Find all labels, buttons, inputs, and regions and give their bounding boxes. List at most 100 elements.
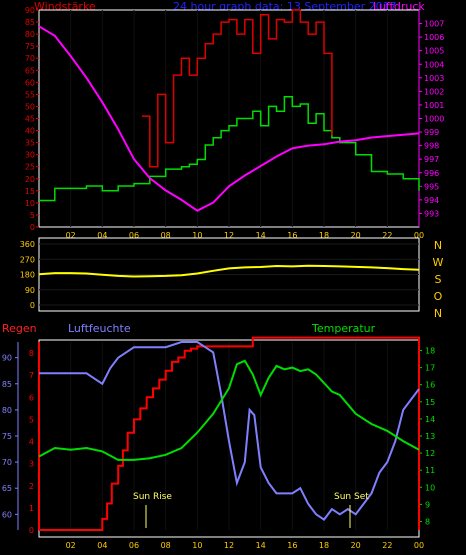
temperature-tick-label: 18 [425, 347, 435, 356]
wind-tick-label: 70 [25, 54, 35, 63]
compass-label-w: W [433, 256, 444, 269]
wind-tick-label: 85 [25, 18, 35, 27]
temperature-tick-label: 10 [425, 483, 435, 492]
panel1-x-tick-label: 16 [287, 231, 297, 240]
panel1-x-tick-label: 06 [129, 231, 139, 240]
panel3-x-tick-label: 06 [129, 541, 139, 550]
direction-tick-label: 180 [20, 271, 35, 280]
direction-tick-label: 90 [25, 286, 35, 295]
rain-tick-label: 2 [29, 482, 34, 491]
humidity-tick-label: 65 [2, 484, 12, 493]
wind-tick-label: 5 [30, 211, 35, 220]
series-wind-direction [38, 264, 420, 278]
temperature-tick-label: 17 [425, 364, 435, 373]
pressure-tick-label: 1003 [424, 74, 444, 83]
direction-tick-label: 360 [20, 240, 35, 249]
direction-y-axis: 0 90 180 270 360 [20, 240, 35, 310]
pressure-tick-label: 1001 [424, 101, 444, 110]
series-luftdruck [38, 25, 420, 212]
temperature-tick-label: 13 [425, 432, 435, 441]
panel1-series [38, 9, 420, 212]
compass-label-o: O [434, 290, 443, 303]
temperature-tick-label: 15 [425, 398, 435, 407]
panel3-x-tick-label: 16 [287, 541, 297, 550]
direction-tick-label: 270 [20, 255, 35, 264]
humidity-label: Luftfeuchte [68, 322, 131, 335]
wind-tick-label: 20 [25, 175, 35, 184]
temperature-tick-label: 12 [425, 449, 435, 458]
rain-tick-label: 0 [29, 526, 34, 535]
panel3-x-tick-label: 14 [256, 541, 266, 550]
pressure-tick-label: 1005 [424, 47, 444, 56]
sun-set-label: Sun Set [334, 492, 369, 502]
temperature-label: Temperatur [311, 322, 376, 335]
wind-tick-label: 25 [25, 163, 35, 172]
wind-tick-label: 50 [25, 102, 35, 111]
panel1-x-tick-label: 14 [256, 231, 266, 240]
rain-tick-label: 8 [29, 349, 34, 358]
humidity-tick-label: 70 [2, 458, 12, 467]
panel3-x-tick-label: 04 [97, 541, 107, 550]
temperature-tick-label: 8 [425, 517, 430, 526]
panel1-x-tick-label: 08 [161, 231, 171, 240]
sun-rise-label: Sun Rise [133, 492, 172, 502]
wind-tick-label: 0 [30, 223, 35, 232]
compass-label-n: N [434, 307, 442, 320]
temperature-y-axis: 8 9 10 11 12 13 14 15 16 17 18 [418, 342, 435, 530]
series-temperatur [38, 359, 420, 461]
panel2-series [38, 264, 420, 278]
panel3-x-tick-label: 20 [351, 541, 361, 550]
panel1-x-tick-label: 02 [66, 231, 76, 240]
pressure-tick-label: 994 [424, 196, 439, 205]
humidity-tick-label: 80 [2, 406, 12, 415]
wind-tick-label: 35 [25, 139, 35, 148]
direction-tick-label: 0 [30, 301, 35, 310]
pressure-y-axis: 993 994 995 996 997 998 999 1000 1001 1002 1003 100… [418, 10, 444, 227]
panel3-x-axis: 02 04 06 08 10 12 14 16 18 20 22 00 [66, 541, 425, 550]
rain-tick-label: 5 [29, 415, 34, 424]
wind-tick-label: 80 [25, 30, 35, 39]
panel1-x-axis: 02 04 06 08 10 12 14 16 18 20 22 00 [66, 231, 425, 240]
humidity-tick-label: 75 [2, 432, 12, 441]
compass-label-n: N [434, 239, 442, 252]
panel3-x-tick-label: 00 [414, 541, 424, 550]
compass-label-s: S [435, 273, 442, 286]
wind-tick-label: 45 [25, 115, 35, 124]
rain-label: Regen [2, 322, 37, 335]
panel3-x-tick-label: 08 [161, 541, 171, 550]
pressure-tick-label: 995 [424, 182, 439, 191]
wind-tick-label: 55 [25, 90, 35, 99]
panel1-x-tick-label: 04 [97, 231, 107, 240]
rain-tick-label: 4 [29, 438, 34, 447]
series-b-en [141, 9, 333, 168]
wind-tick-label: 15 [25, 187, 35, 196]
humidity-tick-label: 90 [2, 354, 12, 363]
pressure-tick-label: 1004 [424, 60, 444, 69]
pressure-tick-label: 999 [424, 128, 439, 137]
rain-tick-label: 6 [29, 393, 34, 402]
series-windst-rke [39, 96, 420, 202]
temperature-tick-label: 9 [425, 500, 430, 509]
panel3-series [38, 336, 420, 531]
series-luftfeuchte [39, 341, 420, 521]
pressure-tick-label: 1006 [424, 33, 444, 42]
wind-tick-label: 75 [25, 42, 35, 51]
humidity-tick-label: 85 [2, 380, 12, 389]
wind-tick-label: 65 [25, 66, 35, 75]
panel1-x-tick-label: 12 [224, 231, 234, 240]
pressure-tick-label: 997 [424, 155, 439, 164]
pressure-tick-label: 1000 [424, 115, 444, 124]
temperature-tick-label: 16 [425, 381, 435, 390]
pressure-tick-label: 993 [424, 209, 439, 218]
panel3-x-tick-label: 18 [319, 541, 329, 550]
panel1-x-tick-label: 10 [192, 231, 202, 240]
panel1-x-tick-label: 20 [351, 231, 361, 240]
panel1-x-tick-label: 00 [414, 231, 424, 240]
panel1-x-tick-label: 22 [382, 231, 392, 240]
wind-tick-label: 40 [25, 127, 35, 136]
wind-tick-label: 90 [25, 6, 35, 15]
pressure-tick-label: 996 [424, 169, 439, 178]
rain-tick-label: 7 [29, 371, 34, 380]
